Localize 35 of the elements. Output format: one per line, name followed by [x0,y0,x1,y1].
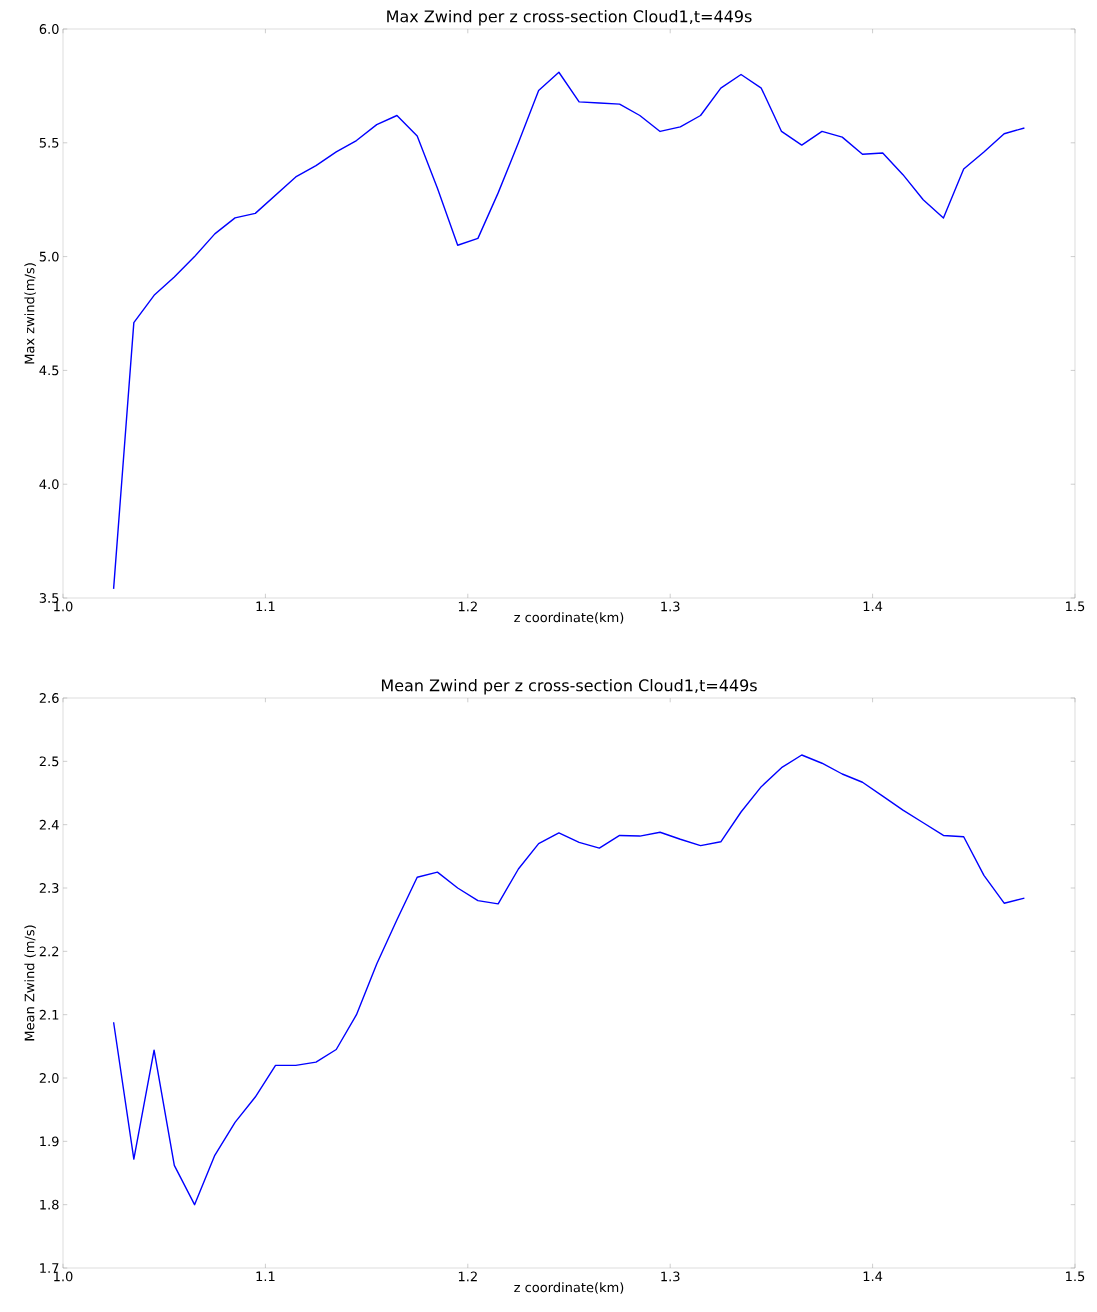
y-tick-label: 5.5 [39,137,59,148]
chart-title: Mean Zwind per z cross-section Cloud1,t=449s [381,678,757,695]
x-tick-label: 1.1 [256,1271,275,1282]
line-series [112,754,1026,1206]
x-tick-label: 1.3 [661,1271,680,1282]
x-tick-label: 1.2 [458,1271,477,1282]
x-tick-label: 1.5 [1066,1271,1085,1282]
y-tick-label: 2.2 [39,946,59,957]
x-tick-label: 1.0 [54,1271,73,1282]
y-axis-title: Max zwind(m/s) [24,263,36,364]
x-tick-label: 1.4 [863,1271,883,1282]
y-tick-label: 2.5 [39,756,59,767]
chart-title: Max Zwind per z cross-section Cloud1,t=449s [387,9,752,26]
x-tick-label: 1.5 [1066,601,1085,612]
x-tick-label: 1.2 [458,601,477,612]
x-tick-label: 1.0 [54,601,73,612]
y-tick-label: 2.6 [39,693,59,703]
y-tick-label: 4.0 [39,479,59,490]
y-tick-label: 5.0 [39,251,59,262]
x-tick-label: 1.4 [863,601,883,612]
x-axis-title: z coordinate(km) [514,1282,624,1294]
y-axis-title: Mean Zwind (m/s) [24,925,36,1041]
y-tick-label: 2.1 [39,1009,59,1020]
y-tick-label: 1.7 [40,1263,59,1273]
y-tick-label: 2.0 [39,1073,59,1083]
y-tick-label: 3.5 [39,593,59,603]
x-tick-label: 1.3 [661,601,680,612]
y-tick-label: 6.0 [39,24,59,34]
y-tick-label: 1.8 [40,1199,59,1210]
x-axis-title: z coordinate(km) [514,612,624,624]
x-tick-label: 1.1 [256,601,275,612]
y-tick-label: 2.3 [39,883,59,893]
y-tick-label: 1.9 [40,1136,59,1147]
y-tick-label: 2.4 [39,819,59,830]
y-tick-label: 4.5 [39,365,59,376]
